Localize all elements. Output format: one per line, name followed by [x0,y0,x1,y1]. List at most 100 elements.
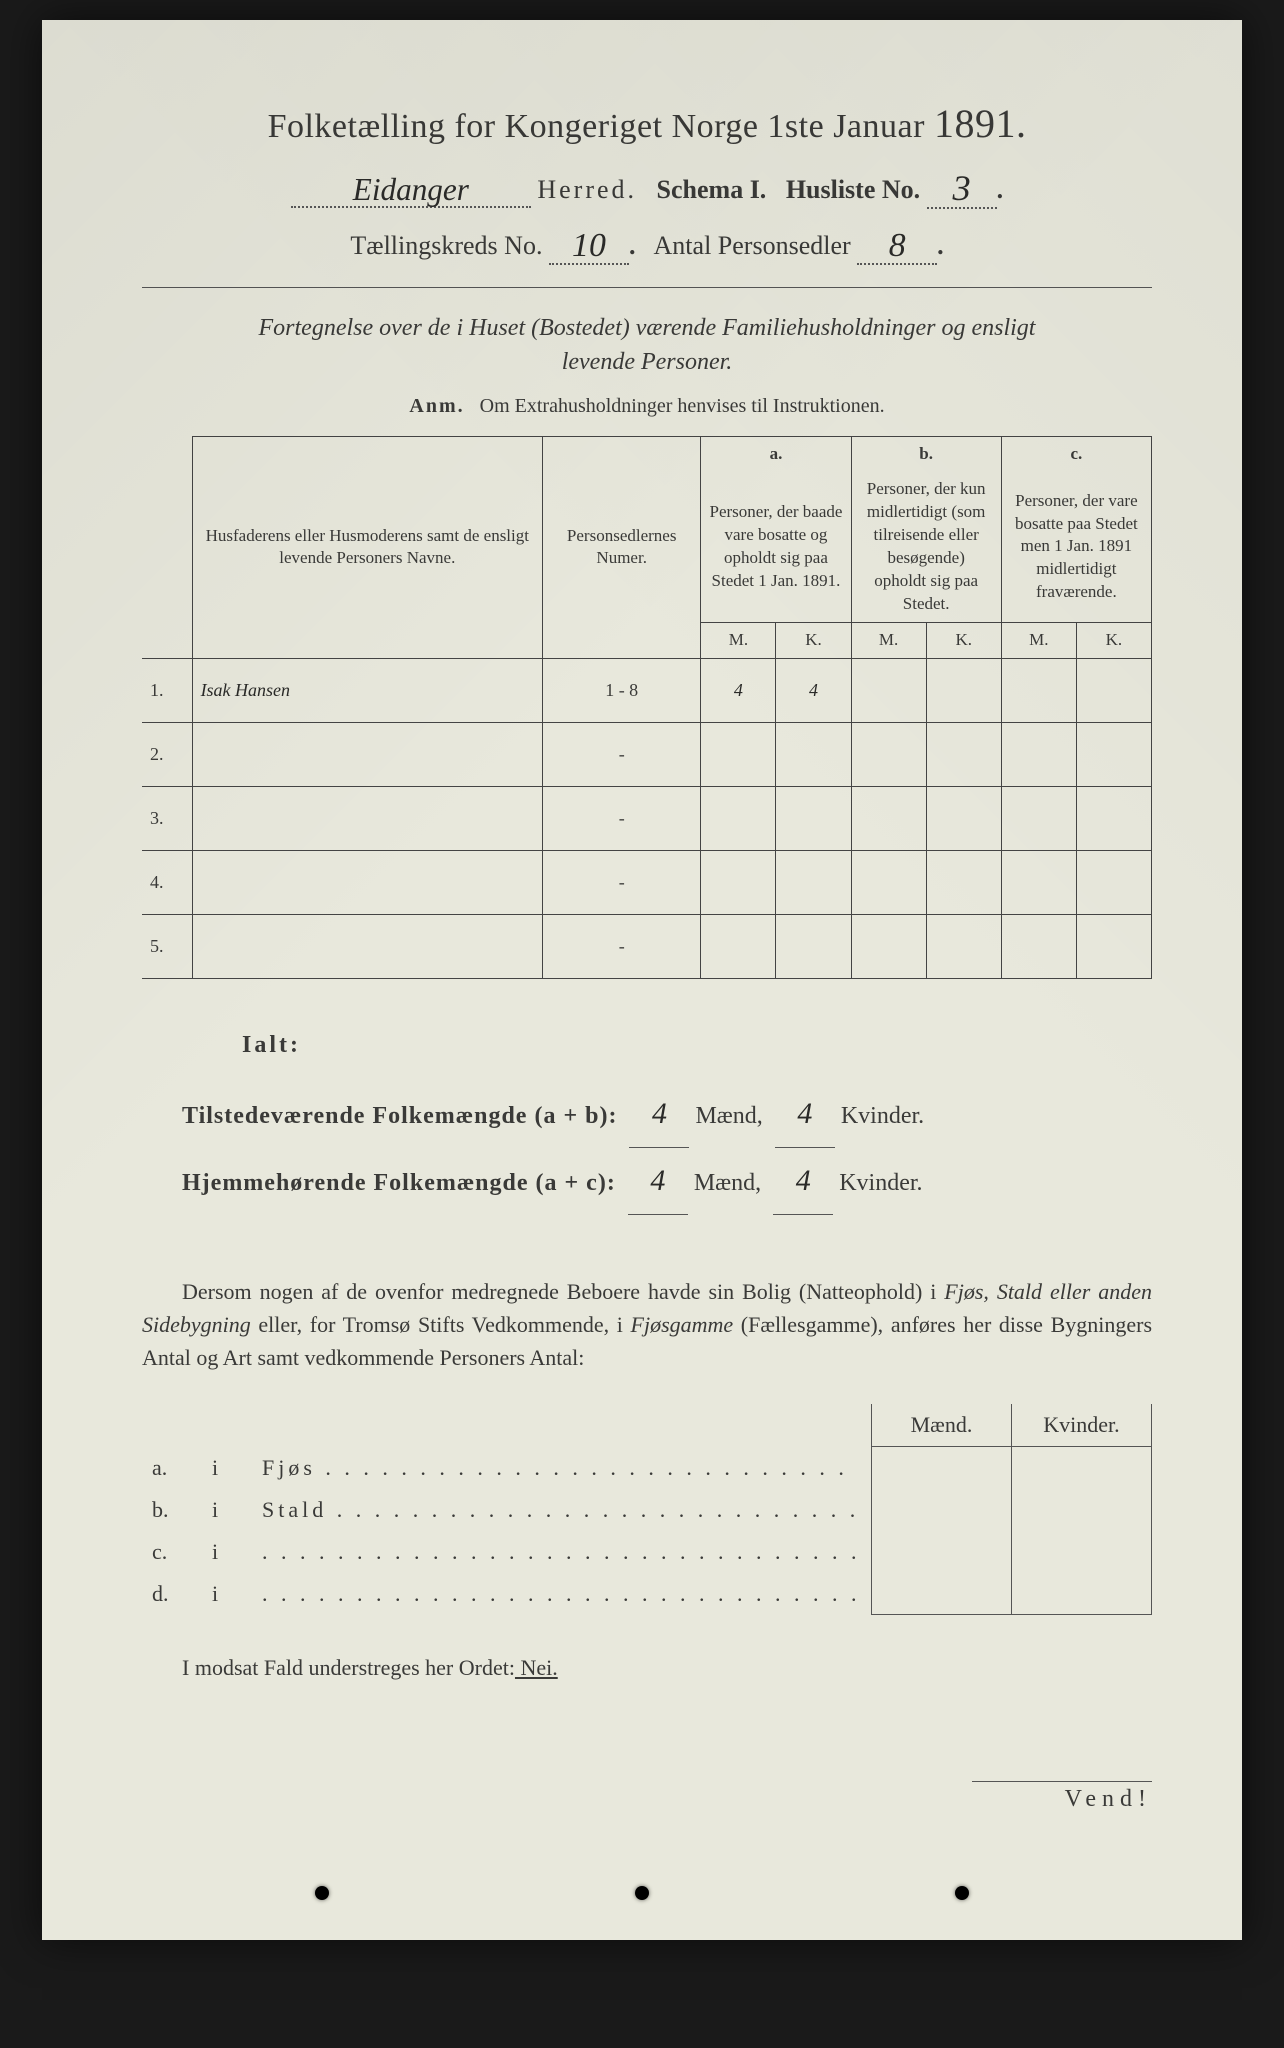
name-cell [192,850,542,914]
table-row: 4. - [142,850,1152,914]
hole-icon [955,1886,969,1900]
b-m-cell [851,658,926,722]
col-a-letter: a. [770,444,783,463]
sub-i: i [202,1573,252,1615]
header-line-2: Eidanger Herred. Schema I. Husliste No. … [142,165,1152,209]
total2-label: Hjemmehørende Folkemængde (a + c): [182,1170,616,1196]
kreds-value: 10 [572,227,606,264]
row-num: 1. [142,658,192,722]
para-ital-b: Fjøsgamme [631,1312,734,1337]
numer-cell: - [543,722,701,786]
col-b-header: Personer, der kun midlertidigt (som tilr… [851,472,1001,622]
herred-label: Herred. [537,175,637,204]
row-num: 2. [142,722,192,786]
sub-row: d. i . . . . . . . . . . . . . . . . . .… [142,1573,1152,1615]
sub-letter: d. [142,1573,202,1615]
total1-label: Tilstedeværende Folkemængde (a + b): [182,1103,617,1129]
numer-cell: - [543,786,701,850]
total2-m: 4 [628,1148,688,1215]
totals-section: Ialt: Tilstedeværende Folkemængde (a + b… [142,1019,1152,1216]
total-line-2: Hjemmehørende Folkemængde (a + c): 4 Mæn… [182,1148,1152,1215]
divider-1 [142,287,1152,288]
subtitle: Fortegnelse over de i Huset (Bostedet) v… [142,312,1152,379]
sub-i: i [202,1447,252,1489]
a-k-cell: 4 [776,658,851,722]
sub-row: b. i Stald . . . . . . . . . . . . . . .… [142,1489,1152,1531]
sub-row: a. i Fjøs . . . . . . . . . . . . . . . … [142,1447,1152,1489]
title-year: 1891. [934,101,1027,146]
sub-letter: a. [142,1447,202,1489]
annotation-line: Anm. Om Extrahusholdninger henvises til … [142,395,1152,418]
subtitle-line1: Fortegnelse over de i Huset (Bostedet) v… [259,315,1036,341]
nei-prefix: I modsat Fald understreges her Ordet: [182,1655,515,1680]
vend-label: Vend! [972,1781,1152,1813]
numer-cell: - [543,914,701,978]
main-census-table: Husfaderens eller Husmoderens samt de en… [142,436,1152,979]
sub-i: i [202,1489,252,1531]
b-k-cell [926,658,1001,722]
sub-letter: c. [142,1531,202,1573]
husliste-value: 3 [953,168,971,208]
c-m-cell [1001,658,1076,722]
antal-value: 8 [889,227,906,264]
antal-label: Antal Personsedler [654,231,851,260]
husliste-label: Husliste No. [786,175,920,204]
anm-text: Om Extrahusholdninger henvises til Instr… [480,395,885,417]
col-names-header: Husfaderens eller Husmoderens samt de en… [192,437,542,659]
table-row: 3. - [142,786,1152,850]
binding-holes [42,1886,1242,1900]
name-cell [192,722,542,786]
sub-letter: b. [142,1489,202,1531]
nei-line: I modsat Fald understreges her Ordet: Ne… [142,1655,1152,1681]
col-c-k: K. [1076,622,1151,658]
title-text: Folketælling for Kongeriget Norge 1ste J… [268,108,925,145]
main-title: Folketælling for Kongeriget Norge 1ste J… [142,100,1152,147]
c-k-cell [1076,658,1151,722]
name-cell [192,786,542,850]
maend-label: Mænd, [695,1103,762,1129]
name-cell: Isak Hansen [192,658,542,722]
sub-kvinder-header: Kvinder. [1012,1404,1152,1447]
col-c-m: M. [1001,622,1076,658]
total1-m: 4 [629,1081,689,1148]
subtitle-line2: levende Personer. [562,349,733,375]
herred-value: Eidanger [353,172,469,207]
table-body: 1. Isak Hansen 1 - 8 4 4 2. - 3. [142,658,1152,978]
hole-icon [315,1886,329,1900]
table-row: 2. - [142,722,1152,786]
para-a: Dersom nogen af de ovenfor medregnede Be… [182,1279,944,1304]
kvinder-label: Kvinder. [839,1170,922,1196]
sub-label: . . . . . . . . . . . . . . . . . . . . … [252,1573,872,1615]
census-form-page: Folketælling for Kongeriget Norge 1ste J… [42,20,1242,1940]
sub-label: Fjøs . . . . . . . . . . . . . . . . . .… [252,1447,872,1489]
numer-cell: - [543,850,701,914]
row-num: 5. [142,914,192,978]
header-line-3: Tællingskreds No. 10. Antal Personsedler… [142,225,1152,265]
table-row: 5. - [142,914,1152,978]
nei-word: Nei. [515,1655,558,1680]
col-a-k: K. [776,622,851,658]
col-b-letter: b. [919,444,933,463]
maend-label: Mænd, [694,1170,761,1196]
table-row: 1. Isak Hansen 1 - 8 4 4 [142,658,1152,722]
col-c-letter: c. [1070,444,1082,463]
total-line-1: Tilstedeværende Folkemængde (a + b): 4 M… [182,1081,1152,1148]
hole-icon [635,1886,649,1900]
sub-label: . . . . . . . . . . . . . . . . . . . . … [252,1531,872,1573]
schema-label: Schema I. [657,175,767,204]
side-building-paragraph: Dersom nogen af de ovenfor medregnede Be… [142,1275,1152,1374]
kvinder-label: Kvinder. [841,1103,924,1129]
row-num: 3. [142,786,192,850]
col-a-m: M. [701,622,776,658]
anm-label: Anm. [409,395,464,417]
row-num: 4. [142,850,192,914]
col-c-header: Personer, der vare bosatte paa Stedet me… [1001,472,1151,622]
col-b-k: K. [926,622,1001,658]
sub-label: Stald . . . . . . . . . . . . . . . . . … [252,1489,872,1531]
sub-maend-header: Mænd. [872,1404,1012,1447]
name-cell [192,914,542,978]
numer-cell: 1 - 8 [543,658,701,722]
kreds-label: Tællingskreds No. [350,231,542,260]
sub-i: i [202,1531,252,1573]
side-building-table: Mænd. Kvinder. a. i Fjøs . . . . . . . .… [142,1404,1152,1615]
